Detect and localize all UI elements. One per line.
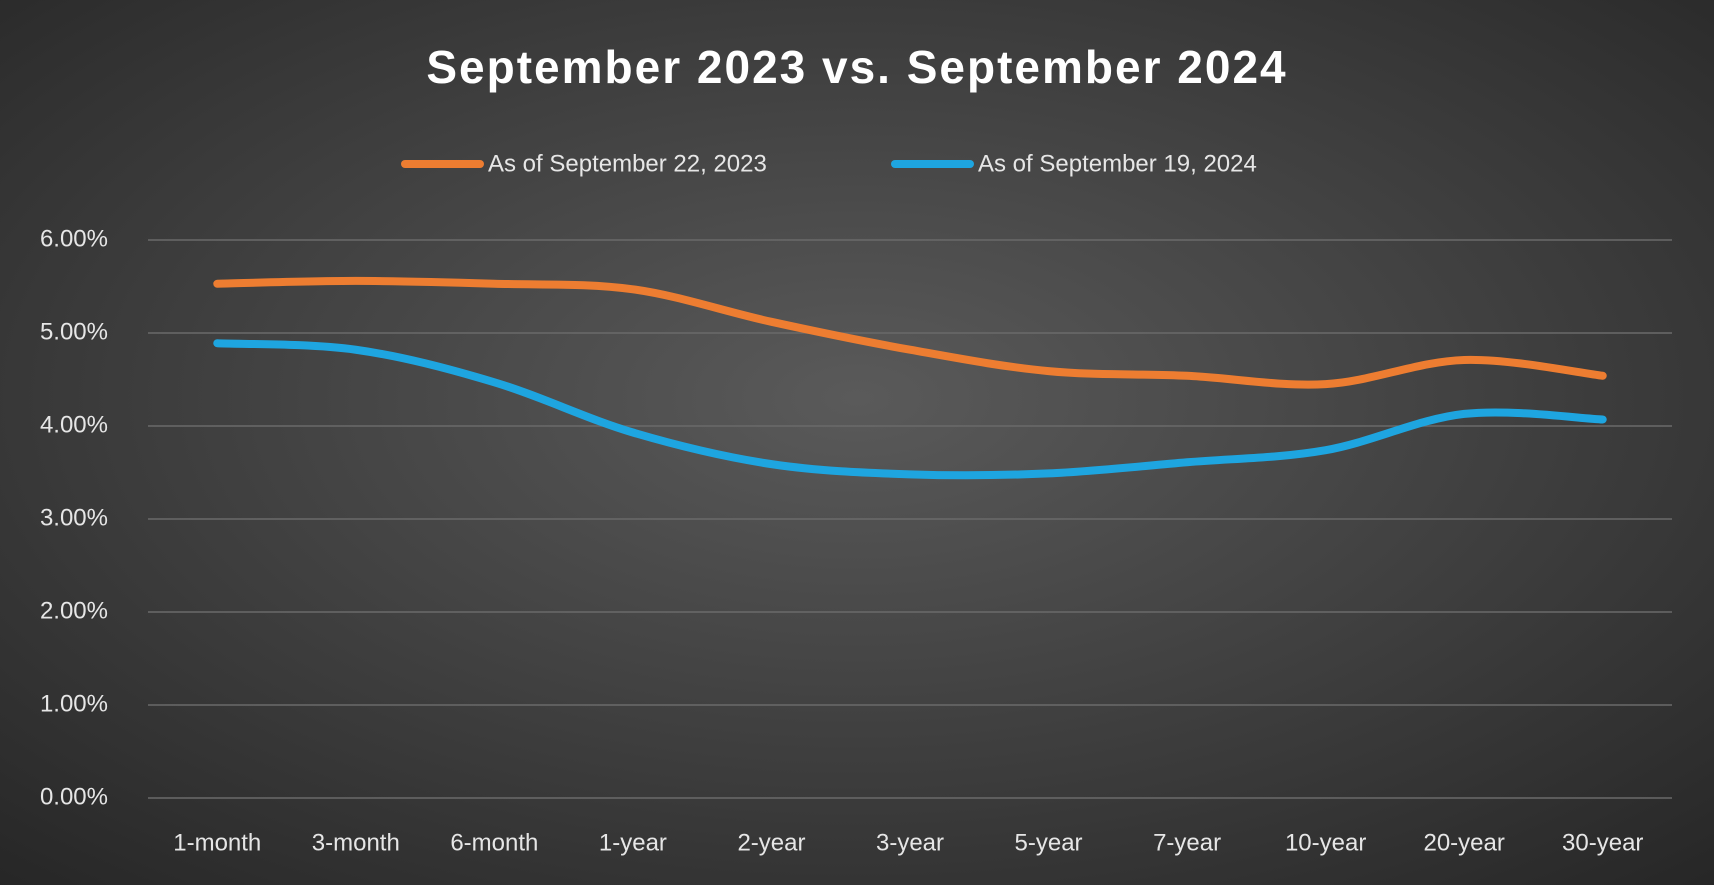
y-tick-label: 3.00% xyxy=(40,504,108,531)
y-tick-label: 2.00% xyxy=(40,597,108,624)
y-tick-label: 6.00% xyxy=(40,225,108,252)
x-tick-label: 20-year xyxy=(1423,829,1504,856)
x-tick-label: 3-month xyxy=(312,829,400,856)
x-tick-label: 2-year xyxy=(737,829,805,856)
x-tick-label: 1-year xyxy=(599,829,667,856)
x-tick-label: 5-year xyxy=(1015,829,1083,856)
x-tick-label: 6-month xyxy=(450,829,538,856)
series-line xyxy=(213,339,1607,480)
y-tick-label: 1.00% xyxy=(40,690,108,717)
y-tick-label: 4.00% xyxy=(40,411,108,438)
x-tick-label: 7-year xyxy=(1153,829,1221,856)
legend-label: As of September 22, 2023 xyxy=(488,150,767,177)
x-tick-label: 1-month xyxy=(173,829,261,856)
series-line xyxy=(213,276,1607,389)
x-tick-label: 30-year xyxy=(1562,829,1643,856)
y-tick-label: 0.00% xyxy=(40,783,108,810)
x-tick-label: 10-year xyxy=(1285,829,1366,856)
y-tick-label: 5.00% xyxy=(40,318,108,345)
x-tick-label: 3-year xyxy=(876,829,944,856)
chart-title: September 2023 vs. September 2024 xyxy=(426,41,1287,93)
legend-label: As of September 19, 2024 xyxy=(978,150,1257,177)
